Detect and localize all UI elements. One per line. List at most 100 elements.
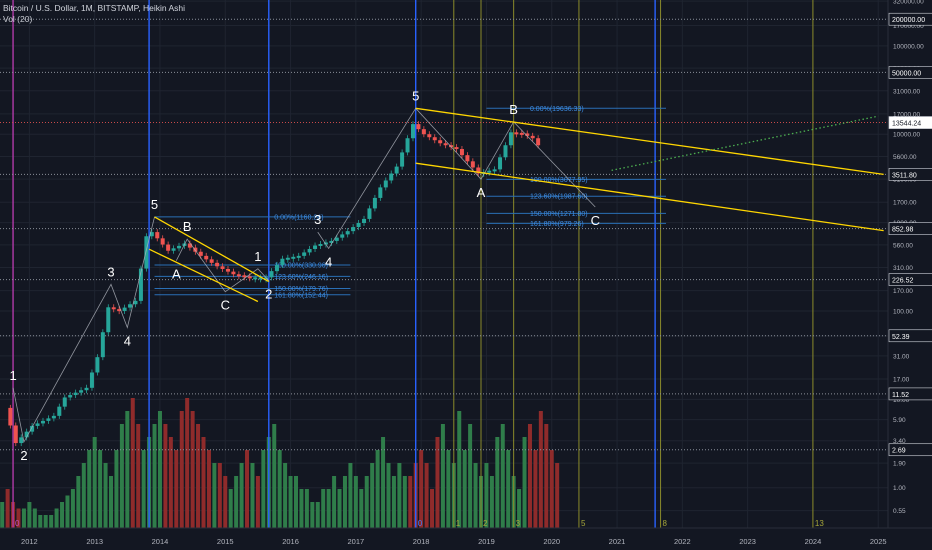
volume-bar (506, 450, 511, 528)
candle-body (438, 140, 443, 144)
level-badge-text: 2.69 (892, 448, 906, 455)
volume-bar (255, 476, 260, 528)
marked-levels (0, 18, 888, 451)
candle-body (400, 152, 405, 167)
price-tick: 170000.00 (893, 23, 924, 30)
volume-bar (364, 476, 369, 528)
vertical-lines (12, 0, 814, 528)
volume-bar (337, 489, 342, 528)
volume-bar (370, 463, 375, 528)
candle-body (503, 145, 508, 158)
wave-label: 3 (107, 264, 114, 279)
price-tick: 320000.00 (893, 0, 924, 6)
candle-body (459, 149, 464, 156)
price-tick: 310.00 (893, 265, 913, 272)
volume-bar (54, 508, 59, 528)
candle-body (133, 300, 138, 305)
candle-body (242, 275, 247, 278)
wave-path (175, 238, 270, 293)
price-tick: 5600.00 (893, 154, 917, 161)
candle-body (421, 129, 426, 135)
candle-body (122, 307, 127, 311)
volume-bar (157, 411, 162, 528)
volume-title: Vol (20) (3, 14, 33, 24)
trend-line (415, 162, 884, 232)
volume-bar (136, 424, 141, 528)
level-badge-text: 852.98 (892, 227, 914, 234)
price-tick: 5.90 (893, 417, 906, 424)
volume-bar (321, 489, 326, 528)
volume-bar (201, 437, 206, 528)
volume-bar (348, 463, 353, 528)
fib-label: 150.00%(179.76) (274, 286, 328, 293)
volume-bar (49, 515, 54, 528)
candle-body (247, 276, 252, 279)
volume-bar (549, 450, 554, 528)
volume-bar (119, 424, 124, 528)
price-axis: 0.551.001.903.405.9010.0017.0031.0052.00… (887, 0, 932, 528)
volume-bar (174, 450, 179, 528)
time-tick: 2024 (805, 537, 822, 546)
candle-body (334, 237, 339, 241)
price-tick: 1.90 (893, 461, 906, 468)
level-badge (888, 273, 932, 286)
volume-bar (81, 463, 86, 528)
candle-body (236, 274, 241, 277)
volume-bar (125, 411, 130, 528)
candle-body (530, 135, 535, 139)
volume-bar (223, 476, 228, 528)
volume-bar (0, 502, 5, 528)
candle-body (89, 372, 94, 388)
price-tick: 100000.00 (893, 43, 924, 50)
candle-body (362, 218, 367, 223)
candle-body (367, 208, 372, 219)
candle-body (296, 255, 301, 258)
candle-body (84, 387, 89, 391)
candle-body (318, 243, 323, 246)
candle-body (410, 124, 415, 139)
volume-bar (468, 424, 473, 528)
candle-body (536, 138, 541, 146)
price-tick: 100.00 (893, 308, 913, 315)
level-badge-text: 226.52 (892, 278, 914, 285)
trend-line (148, 248, 259, 303)
volume-bar (239, 463, 244, 528)
candle-body (389, 173, 394, 181)
candle-body (432, 137, 437, 141)
volume-bar (168, 437, 173, 528)
volume-bar (402, 476, 407, 528)
volume-bar (473, 463, 478, 528)
volume-bar (288, 476, 293, 528)
price-tick: 560.00 (893, 242, 913, 249)
volume-bar (217, 463, 222, 528)
candle-body (492, 169, 497, 172)
candle-body (95, 357, 100, 373)
candle-body (405, 138, 410, 153)
candle-body (443, 143, 448, 146)
fib-levels: 0.00%(1160.24) 100.00%(330.96) 123.60%(246… (154, 214, 351, 299)
candle-body (525, 133, 530, 136)
volume-bar (538, 411, 543, 528)
candle-body (8, 407, 13, 426)
symbol-title: Bitcoin / U.S. Dollar, 1M, BITSTAMP, Hei… (3, 3, 186, 13)
time-tick: 2016 (282, 537, 299, 546)
candle-body (30, 425, 35, 432)
level-badge-text: 11.52 (892, 392, 909, 399)
volume-bar (196, 424, 201, 528)
volume-bar (544, 424, 549, 528)
volume-bar (114, 450, 119, 528)
volume-bar (76, 476, 81, 528)
candle-body (274, 264, 279, 272)
candle-body (264, 277, 269, 280)
volume-bar (522, 437, 527, 528)
candle-body (46, 418, 51, 421)
volume-bar (27, 502, 32, 528)
time-tick: 2014 (152, 537, 169, 546)
volume-bar (304, 489, 309, 528)
candle-body (35, 423, 40, 426)
wave-label: A (172, 267, 181, 282)
time-axis: 2012 2013 2014 2015 2016 2017 2018 2019 2020 2021… (0, 527, 932, 550)
wave-label: 2 (20, 448, 27, 463)
candle-body (313, 245, 318, 249)
